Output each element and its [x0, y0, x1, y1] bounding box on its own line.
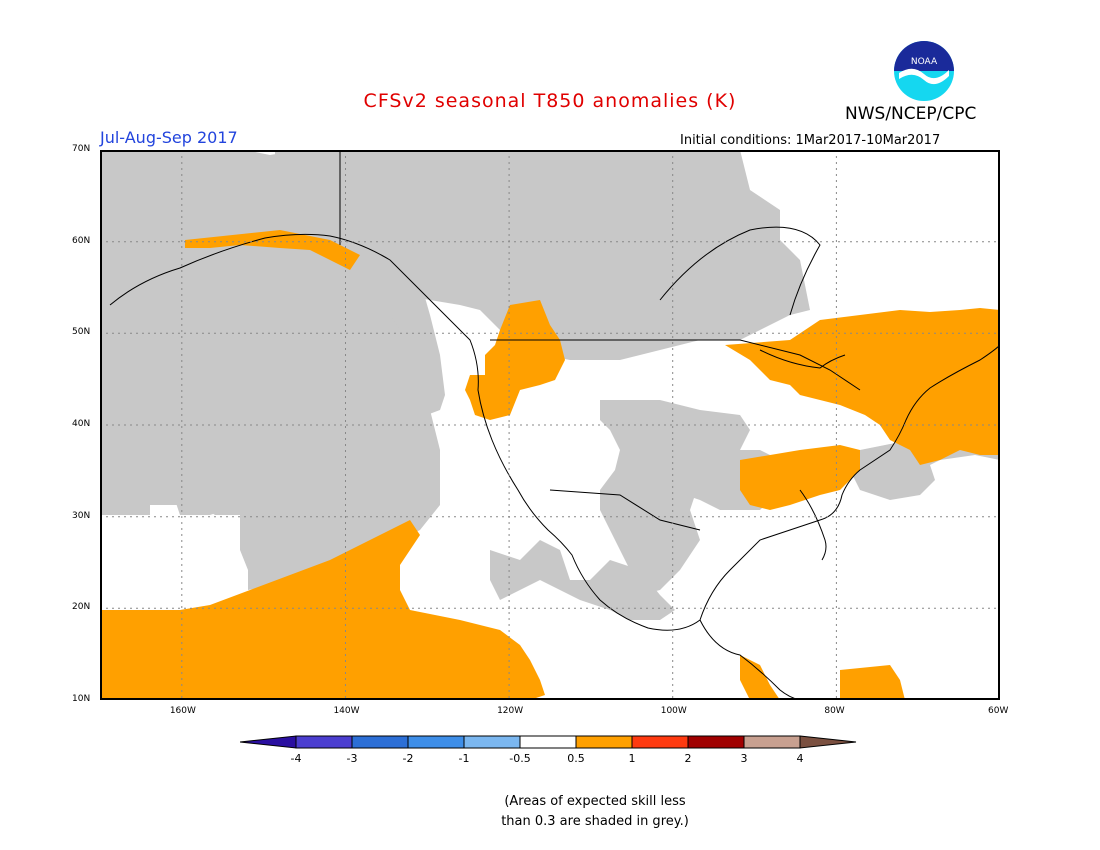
colorbar-label: 3 — [741, 752, 748, 765]
colorbar-label: -1 — [459, 752, 470, 765]
colorbar-swatch — [631, 735, 689, 749]
skill-note: (Areas of expected skill less than 0.3 a… — [450, 792, 740, 832]
colorbar-label: 1 — [629, 752, 636, 765]
colorbar-arrow-low — [240, 735, 297, 749]
lon-label: 160W — [169, 706, 196, 716]
colorbar-swatch — [295, 735, 353, 749]
colorbar-swatch — [407, 735, 465, 749]
initial-conditions: Initial conditions: 1Mar2017-10Mar2017 — [680, 133, 941, 148]
colorbar-label: 0.5 — [567, 752, 585, 765]
noaa-logo: NOAA — [894, 41, 954, 101]
lat-label: 10N — [72, 694, 91, 704]
colorbar-swatch — [351, 735, 409, 749]
colorbar-label: 4 — [797, 752, 804, 765]
colorbar-swatch — [463, 735, 521, 749]
colorbar-label: -2 — [403, 752, 414, 765]
lat-label: 40N — [72, 419, 91, 429]
colorbar-swatch — [743, 735, 801, 749]
colorbar-swatch — [575, 735, 633, 749]
agency-label: NWS/NCEP/CPC — [845, 104, 977, 124]
noaa-logo-text: NOAA — [911, 57, 938, 67]
colorbar-swatch — [519, 735, 577, 749]
lon-label: 120W — [497, 706, 524, 716]
warm-anomaly-orange-areas — [100, 230, 1000, 700]
lon-label: 60W — [988, 706, 1009, 716]
lat-label: 70N — [72, 144, 91, 154]
graticule — [100, 150, 1000, 700]
colorbar-label: 2 — [685, 752, 692, 765]
forecast-period: Jul-Aug-Sep 2017 — [100, 128, 238, 147]
colorbar-label: -4 — [291, 752, 302, 765]
map-title: CFSv2 seasonal T850 anomalies (K) — [363, 90, 737, 112]
colorbar-arrow-high — [799, 735, 857, 749]
lat-label: 30N — [72, 510, 91, 521]
lon-label: 140W — [333, 706, 360, 716]
skill-note-line1: (Areas of expected skill less — [504, 794, 686, 809]
colorbar-swatch — [687, 735, 745, 749]
anomaly-map — [100, 150, 1000, 700]
coastlines — [109, 150, 1000, 700]
lat-label: 60N — [72, 235, 91, 246]
skill-note-line2: than 0.3 are shaded in grey.) — [501, 814, 689, 829]
lon-label: 100W — [660, 706, 687, 716]
colorbar: -4 -3 -2 -1 -0.5 0.5 1 2 3 4 — [240, 735, 857, 765]
lat-label: 20N — [72, 602, 91, 613]
lat-label: 50N — [72, 327, 91, 338]
lon-label: 80W — [824, 706, 845, 716]
colorbar-label: -0.5 — [509, 752, 530, 765]
colorbar-label: -3 — [347, 752, 358, 765]
